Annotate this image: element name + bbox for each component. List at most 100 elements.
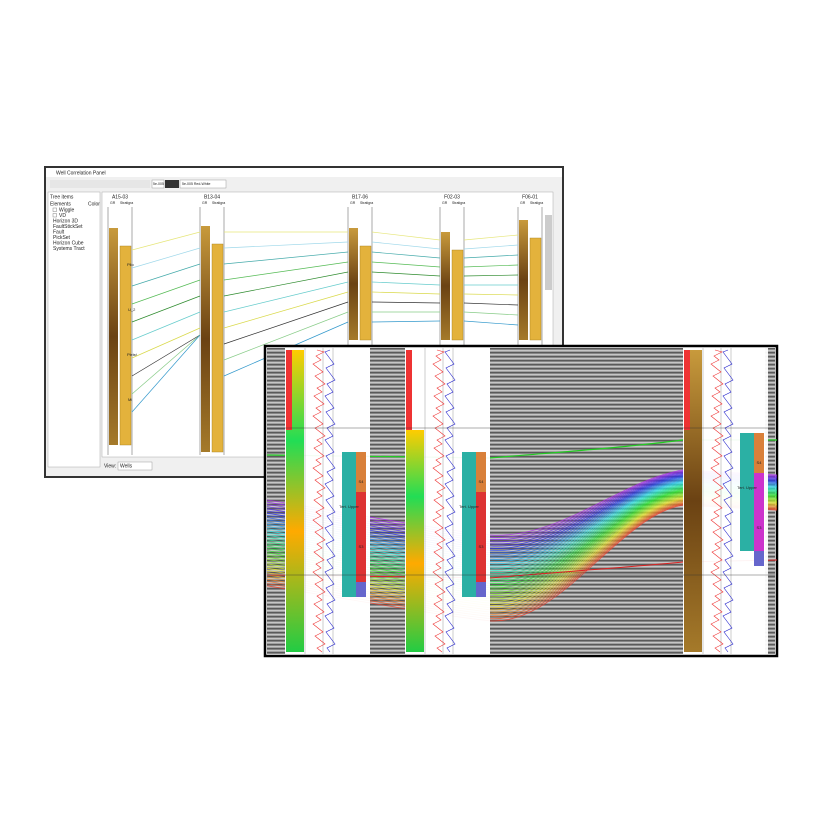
horizon-base: [266, 559, 778, 579]
correlation-line: [223, 291, 349, 329]
well-name: B13-04: [204, 194, 220, 200]
strat-unit: [754, 551, 764, 566]
track-header: Stratigra: [120, 201, 133, 205]
correlation-line: [463, 234, 519, 241]
gr-log: [519, 220, 528, 340]
correlation-line: [463, 293, 519, 296]
correlation-line: [223, 311, 349, 361]
checkbox[interactable]: [52, 213, 57, 218]
correlation-line: [131, 334, 201, 377]
correlation-line: [371, 301, 441, 304]
scrollbar[interactable]: [545, 215, 552, 290]
gr-log-red: [684, 350, 690, 430]
toolbar-colortable[interactable]: 5e-005 Red-White: [182, 182, 210, 186]
unit-label: S3: [757, 525, 763, 530]
track-header: Stratigra: [212, 201, 225, 205]
correlation-line: [463, 274, 519, 277]
correlation-line: [371, 261, 441, 268]
tree-item: Fault: [53, 229, 65, 235]
title-bar: [46, 168, 562, 177]
gr-log: [441, 232, 450, 340]
correlation-line: [131, 279, 201, 305]
tree-panel: [47, 191, 101, 468]
strat-column: [359, 245, 372, 341]
window-title: Well Correlation Panel: [56, 170, 106, 176]
log-curve: [432, 349, 446, 653]
correlation-line: [223, 251, 349, 265]
strat-unit: [342, 452, 356, 597]
log-curve: [312, 349, 326, 653]
strat-column: [451, 249, 464, 341]
checkbox[interactable]: [52, 207, 57, 212]
unit-label: S4: [757, 460, 763, 465]
well-name: F02-03: [444, 194, 460, 200]
toolbar-field[interactable]: 5e-005: [153, 182, 164, 186]
seismic-section: [267, 348, 285, 654]
strat-unit: [754, 473, 764, 551]
correlation-line: [131, 231, 201, 251]
correlation-line: [463, 311, 519, 316]
correlation-line: [371, 320, 441, 323]
unit-label: S4: [359, 479, 365, 484]
strat-unit: [356, 452, 366, 492]
correlation-line: [371, 231, 441, 241]
correlation-line: [223, 281, 349, 313]
strat-unit: [740, 433, 754, 551]
correlation-line: [463, 320, 519, 326]
well-name: F06-01: [522, 194, 538, 200]
strat-unit: [754, 433, 764, 473]
tree-item: VD: [59, 213, 66, 219]
strat-unit: [462, 452, 476, 597]
strat-column: [211, 243, 224, 453]
well-name: B17-06: [352, 194, 368, 200]
log-curve: [444, 349, 456, 653]
unit-label: Tert. Upper: [459, 504, 479, 509]
horizon-top: [266, 439, 777, 459]
log-curve: [722, 349, 734, 653]
view-value: Wells: [120, 463, 133, 469]
tree-item: PickSet: [53, 235, 71, 241]
correlation-line: [371, 241, 441, 250]
gr-log-red: [286, 350, 292, 430]
correlation-line: [223, 241, 349, 249]
log-curve: [324, 349, 336, 653]
tree-item: Wiggle: [59, 207, 75, 213]
gr-log-red: [406, 350, 412, 430]
view-select[interactable]: [117, 461, 153, 471]
correlation-line: [131, 247, 201, 269]
strat-label: Mi: [128, 397, 132, 402]
view-label: View:: [104, 463, 116, 469]
well-name: A15-03: [112, 194, 128, 200]
correlation-line: [223, 261, 349, 281]
track-header: GR: [202, 201, 208, 205]
strat-unit: [476, 492, 486, 582]
gr-log: [201, 226, 210, 452]
tree-header: Tree items: [50, 194, 74, 200]
correlation-line: [223, 271, 349, 297]
correlation-line: [371, 251, 441, 259]
gr-log: [109, 228, 118, 445]
correlation-line: [131, 295, 201, 323]
strat-unit: [476, 582, 486, 597]
correlation-line: [371, 271, 441, 277]
strat-column: [529, 237, 542, 341]
unit-label: Tert. Upper: [737, 485, 757, 490]
tree-item: Systems Tract: [53, 246, 85, 252]
correlation-line: [131, 334, 201, 395]
track-header: GR: [110, 201, 116, 205]
strat-unit: [356, 492, 366, 582]
gr-log: [349, 228, 358, 340]
strat-column: [119, 245, 132, 446]
track-header: GR: [520, 201, 526, 205]
track-header: Stratigra: [452, 201, 465, 205]
unit-label: S3: [479, 544, 485, 549]
tree-item: FaultStickSet: [53, 224, 83, 230]
strat-label: U_2: [128, 307, 136, 312]
tree-header: Color: [88, 201, 100, 207]
strat-unit: [476, 452, 486, 492]
correlation-line: [131, 334, 201, 413]
correlation-line: [223, 301, 349, 345]
strat-label: Pleist: [127, 352, 138, 357]
